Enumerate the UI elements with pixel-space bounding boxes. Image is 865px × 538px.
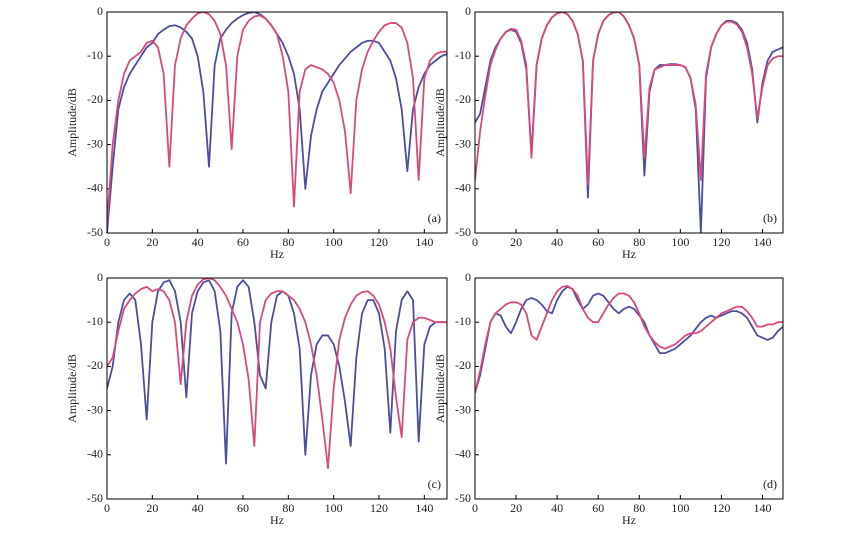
x-tick-label: 0 [104, 501, 110, 515]
x-tick-label: 0 [472, 501, 478, 515]
panel-annotation: (d) [763, 477, 777, 491]
x-tick-label: 100 [325, 235, 343, 249]
series-line [107, 279, 447, 465]
x-tick-label: 80 [633, 235, 645, 249]
plot-frame [474, 277, 784, 500]
y-tick-label: -20 [87, 92, 103, 106]
y-axis-label: Amplitude/dB [65, 88, 79, 157]
y-tick-label: -40 [455, 447, 471, 461]
x-tick-label: 140 [415, 501, 433, 515]
x-tick-label: 80 [633, 501, 645, 515]
x-tick-label: 100 [325, 501, 343, 515]
x-tick-label: 40 [192, 501, 204, 515]
x-tick-label: 0 [104, 235, 110, 249]
y-tick-label: -10 [455, 314, 471, 328]
x-tick-label: 100 [671, 235, 689, 249]
x-axis-label: Hz [270, 513, 284, 527]
x-tick-label: 100 [671, 501, 689, 515]
x-axis-label: Hz [270, 247, 284, 261]
y-tick-label: -40 [87, 181, 103, 195]
y-tick-label: -50 [87, 491, 103, 505]
series-line [107, 12, 447, 233]
plot-frame [106, 277, 448, 500]
series-line [107, 12, 447, 225]
x-tick-label: 0 [472, 235, 478, 249]
x-tick-label: 40 [551, 501, 563, 515]
y-tick-label: -30 [455, 136, 471, 150]
y-tick-label: -10 [87, 48, 103, 62]
y-tick-label: -40 [87, 447, 103, 461]
x-tick-label: 20 [146, 235, 158, 249]
y-tick-label: -10 [87, 314, 103, 328]
y-axis-label: Amplitude/dB [65, 354, 79, 423]
series-line [475, 12, 783, 233]
series-line [475, 285, 783, 394]
x-tick-label: 80 [282, 501, 294, 515]
x-tick-label: 20 [510, 501, 522, 515]
x-tick-label: 120 [712, 501, 730, 515]
x-tick-label: 120 [712, 235, 730, 249]
x-tick-label: 60 [592, 501, 604, 515]
y-axis-label: Amplitude/dB [433, 354, 447, 423]
x-tick-label: 60 [237, 235, 249, 249]
x-tick-label: 60 [592, 235, 604, 249]
x-tick-label: 20 [510, 235, 522, 249]
y-tick-label: -20 [87, 358, 103, 372]
y-tick-label: 0 [465, 270, 471, 284]
y-tick-label: -40 [455, 181, 471, 195]
x-tick-label: 140 [753, 235, 771, 249]
x-tick-label: 120 [370, 501, 388, 515]
x-tick-label: 140 [753, 501, 771, 515]
y-tick-label: 0 [97, 270, 103, 284]
y-tick-label: 0 [97, 4, 103, 18]
y-axis-label: Amplitude/dB [433, 88, 447, 157]
y-tick-label: -30 [455, 402, 471, 416]
y-tick-label: -20 [455, 92, 471, 106]
y-tick-label: -50 [455, 491, 471, 505]
x-axis-label: Hz [622, 247, 636, 261]
y-tick-label: -30 [87, 402, 103, 416]
series-line [475, 285, 783, 394]
y-tick-label: -10 [455, 48, 471, 62]
panel-annotation: (b) [763, 211, 777, 225]
y-tick-label: -30 [87, 136, 103, 150]
panel-annotation: (c) [428, 477, 441, 491]
y-tick-label: -50 [87, 225, 103, 239]
plot-frame [474, 11, 784, 234]
series-line [107, 278, 447, 469]
y-tick-label: -20 [455, 358, 471, 372]
x-tick-label: 40 [551, 235, 563, 249]
x-tick-label: 60 [237, 501, 249, 515]
x-axis-label: Hz [622, 513, 636, 527]
x-tick-label: 80 [282, 235, 294, 249]
x-tick-label: 140 [415, 235, 433, 249]
x-tick-label: 120 [370, 235, 388, 249]
y-tick-label: 0 [465, 4, 471, 18]
x-tick-label: 20 [146, 501, 158, 515]
plot-frame [106, 11, 448, 234]
x-tick-label: 40 [192, 235, 204, 249]
series-line [475, 12, 783, 186]
y-tick-label: -50 [455, 225, 471, 239]
panel-annotation: (a) [428, 211, 441, 225]
